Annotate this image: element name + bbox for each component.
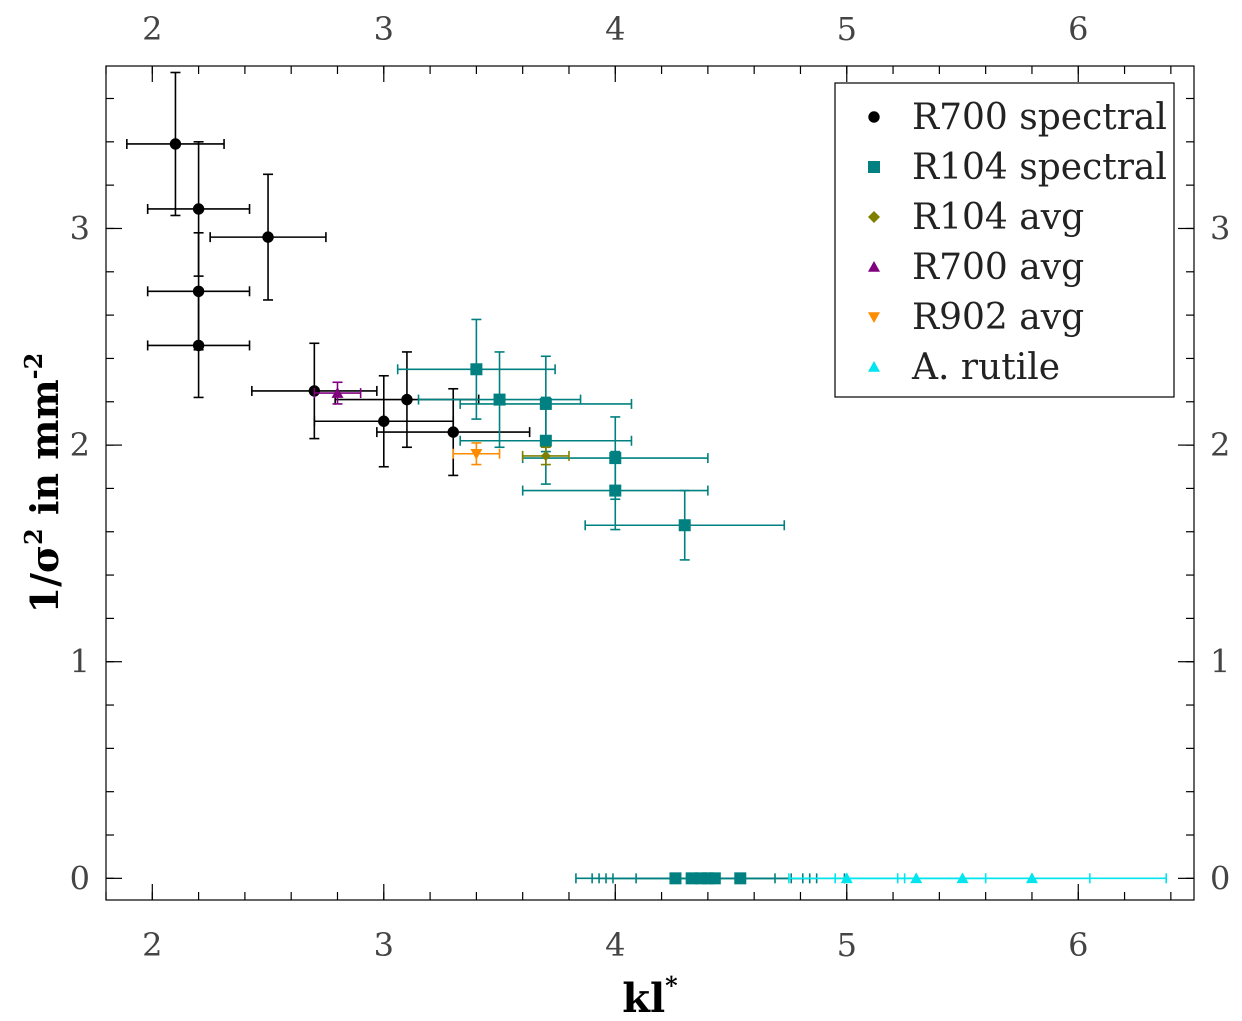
x-axis-title-sup: * bbox=[665, 971, 678, 1000]
y-tick-label-right: 3 bbox=[1210, 209, 1230, 247]
legend-item: R700 spectral bbox=[868, 97, 1167, 138]
legend-label: R700 avg bbox=[912, 247, 1084, 288]
data-point bbox=[470, 363, 483, 376]
x-tick-label: 5 bbox=[837, 926, 857, 964]
legend-marker bbox=[868, 312, 880, 323]
x-tick-label: 2 bbox=[142, 926, 162, 964]
legend-label: R700 spectral bbox=[912, 97, 1167, 138]
x-tick-label: 4 bbox=[605, 926, 625, 964]
y-axis-title: 1/σ2 in mm-2 bbox=[19, 353, 67, 614]
data-point bbox=[331, 387, 344, 398]
legend-marker bbox=[868, 261, 880, 272]
x-tick-label-top: 3 bbox=[374, 10, 394, 48]
legend: R700 spectral R104 spectral R104 avg R700 a… bbox=[834, 82, 1175, 398]
plot-frame bbox=[105, 65, 1195, 901]
data-point bbox=[169, 138, 182, 150]
data-point bbox=[734, 872, 747, 885]
legend-items: R700 spectral R104 spectral R104 avg R700 a… bbox=[868, 97, 1167, 388]
data-point bbox=[470, 448, 483, 460]
plot-layer bbox=[126, 71, 1168, 885]
data-point bbox=[262, 231, 274, 243]
legend-item: R104 spectral bbox=[868, 147, 1167, 188]
legend-item: R104 avg bbox=[868, 197, 1084, 238]
series-2 bbox=[521, 446, 570, 466]
y-tick-label-right: 0 bbox=[1210, 859, 1230, 897]
x-tick-label-top: 5 bbox=[837, 10, 857, 48]
data-point bbox=[447, 426, 459, 438]
y-axis-title-sup2: -2 bbox=[19, 353, 48, 380]
x-tick-label: 6 bbox=[1068, 926, 1088, 964]
legend-label: R104 spectral bbox=[912, 147, 1167, 188]
legend-item: R902 avg bbox=[868, 297, 1084, 338]
y-tick-label: 2 bbox=[70, 426, 90, 464]
x-tick-label-top: 2 bbox=[142, 10, 162, 48]
data-point bbox=[609, 484, 622, 497]
legend-label: A. rutile bbox=[911, 347, 1060, 388]
y-tick-label-right: 2 bbox=[1210, 426, 1230, 464]
series-5 bbox=[788, 872, 1168, 884]
legend-item: R700 avg bbox=[868, 247, 1084, 288]
data-point bbox=[493, 393, 506, 406]
y-tick-label: 1 bbox=[70, 643, 90, 681]
x-tick-label-top: 4 bbox=[605, 10, 625, 48]
data-point bbox=[678, 519, 691, 532]
data-point bbox=[401, 393, 413, 406]
data-point bbox=[192, 203, 205, 215]
y-axis-title-prefix: 1/ bbox=[22, 573, 67, 613]
series-1 bbox=[396, 318, 846, 885]
data-point bbox=[539, 434, 552, 447]
y-tick-label: 0 bbox=[70, 859, 90, 897]
legend-box bbox=[834, 82, 1175, 398]
series-0 bbox=[126, 71, 531, 477]
legend-item: A. rutile bbox=[868, 347, 1060, 388]
legend-marker bbox=[868, 111, 880, 123]
series-4 bbox=[452, 442, 501, 466]
y-axis-title-sigma: σ bbox=[22, 545, 67, 573]
y-axis-title-sup1: 2 bbox=[19, 528, 48, 545]
y-tick-label: 3 bbox=[70, 209, 90, 247]
x-axis-title: kl* bbox=[622, 971, 678, 1021]
data-point bbox=[378, 415, 390, 427]
data-point bbox=[1025, 872, 1038, 884]
legend-marker bbox=[868, 211, 880, 223]
x-tick-label-top: 6 bbox=[1068, 10, 1088, 48]
legend-label: R902 avg bbox=[912, 297, 1084, 338]
x-axis-title-base: kl bbox=[622, 975, 665, 1021]
legend-label: R104 avg bbox=[912, 197, 1084, 238]
series-3 bbox=[313, 381, 362, 405]
tick-labels: 2 2 3 3 4 4 5 5 6 6 0 0 1 1 2 2 3 3 bbox=[70, 10, 1231, 964]
x-tick-label: 3 bbox=[374, 926, 394, 964]
y-tick-label-right: 1 bbox=[1210, 643, 1230, 681]
data-point bbox=[192, 339, 205, 352]
major-ticks bbox=[106, 66, 1194, 900]
legend-marker bbox=[868, 161, 880, 173]
legend-marker bbox=[868, 361, 880, 372]
y-axis-title-middle: in mm bbox=[22, 379, 67, 528]
data-point bbox=[540, 450, 551, 461]
